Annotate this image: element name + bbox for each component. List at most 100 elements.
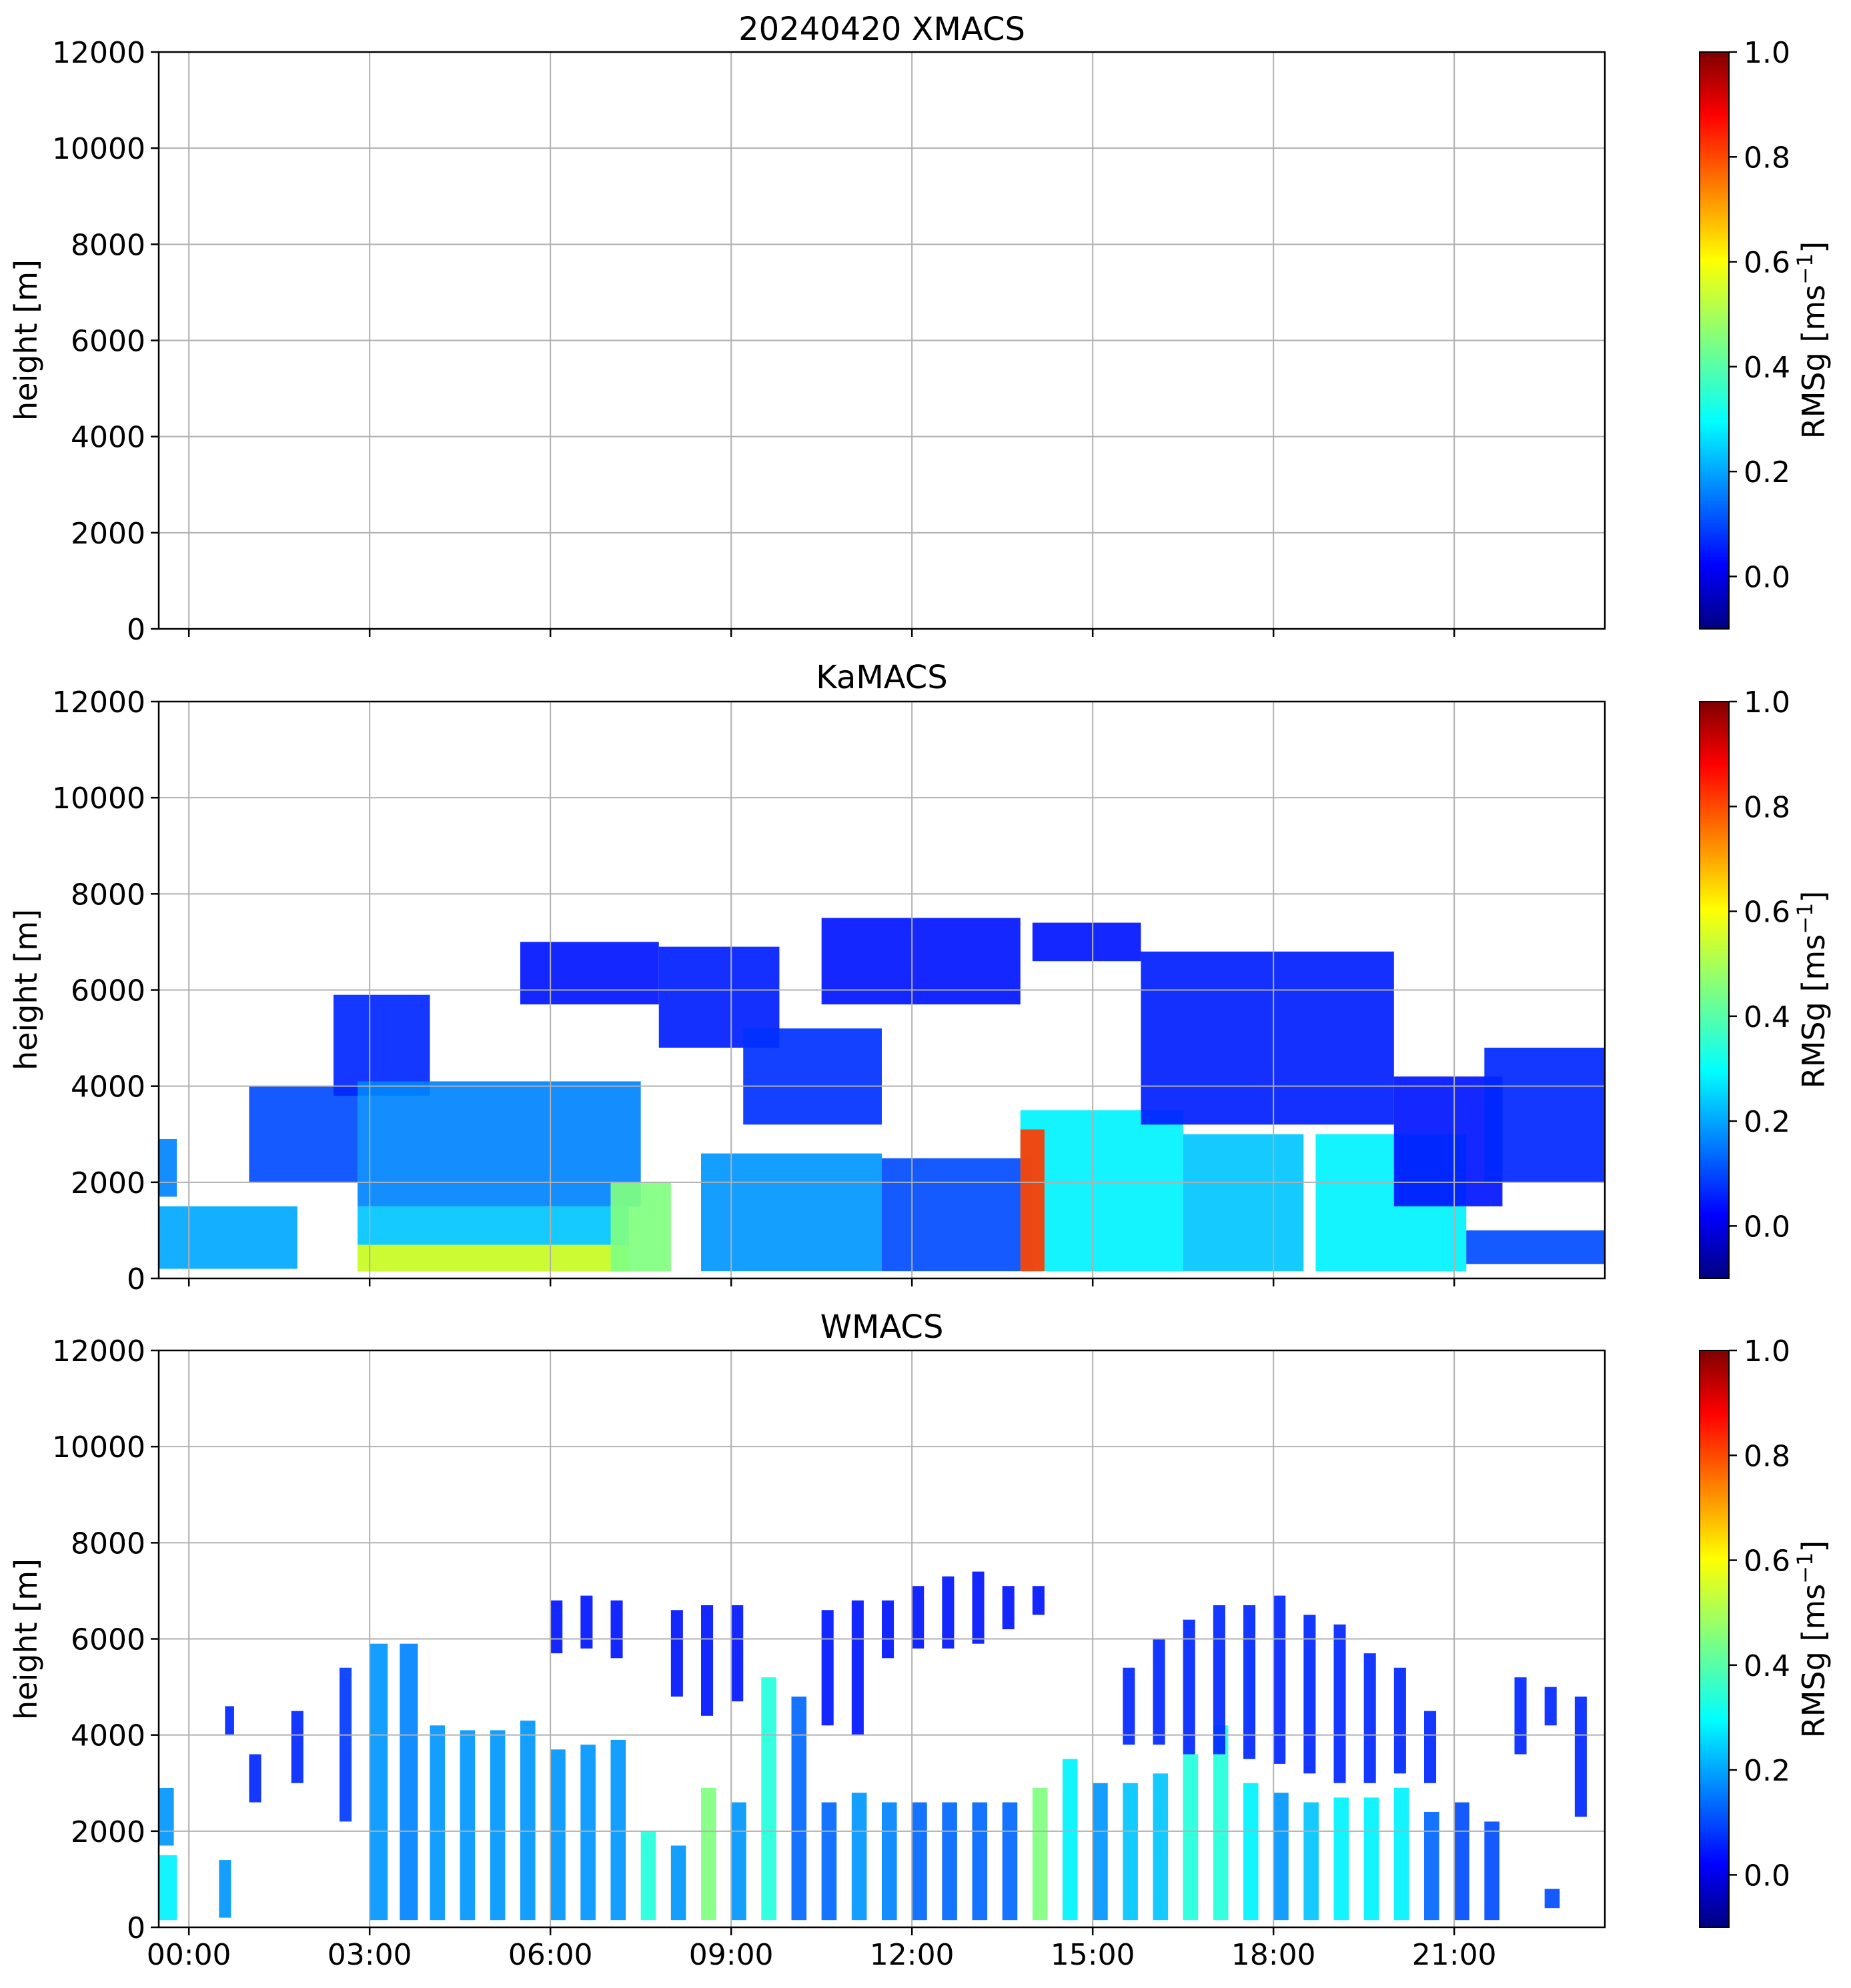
colorbar-label: RMSg [ms−1] — [1792, 241, 1832, 439]
colorbar-tick-label: 0.0 — [1744, 1210, 1790, 1244]
y-axis-label: height [m] — [8, 259, 44, 421]
y-tick-label: 0 — [127, 613, 145, 647]
echo-region — [731, 1802, 746, 1921]
echo-region — [520, 1721, 536, 1921]
colorbar-label: RMSg [ms−1] — [1792, 891, 1832, 1089]
echo-region — [490, 1730, 506, 1921]
colorbar-tick-label: 0.0 — [1744, 560, 1790, 594]
colorbar: 0.0 0.2 0.4 0.6 0.8 1.0 — [1699, 686, 1790, 1279]
echo-region — [580, 1595, 593, 1649]
echo-region — [358, 1244, 629, 1272]
colorbar-gradient — [1699, 51, 1730, 630]
echo-region — [219, 1860, 231, 1918]
colorbar-tick-label: 0.8 — [1744, 141, 1790, 175]
echo-region — [1153, 1639, 1165, 1745]
panel-title: 20240420 XMACS — [738, 11, 1025, 48]
echo-region — [1183, 1754, 1199, 1921]
echo-region — [550, 1600, 563, 1654]
echo-region — [1424, 1812, 1439, 1921]
colorbar-tick-label: 0.6 — [1744, 896, 1790, 930]
echo-region — [1183, 1134, 1304, 1272]
colorbar-tick-label: 0.4 — [1744, 1649, 1790, 1683]
x-tick-label: 15:00 — [1051, 1938, 1135, 1972]
echo-region — [1213, 1725, 1229, 1921]
y-tick-label: 12000 — [52, 1334, 145, 1368]
echo-region — [1574, 1697, 1587, 1817]
echo-region — [821, 918, 1021, 1005]
colorbar-label: RMSg [ms−1] — [1792, 1541, 1832, 1739]
echo-region — [1032, 922, 1141, 962]
echo-region — [1484, 1048, 1605, 1182]
y-axis-label: height [m] — [8, 1559, 44, 1720]
echo-region — [942, 1576, 955, 1649]
echo-region — [1123, 1783, 1138, 1921]
colorbar: 0.0 0.2 0.4 0.6 0.8 1.0 — [1699, 1334, 1790, 1928]
echo-region — [1544, 1687, 1557, 1726]
colorbar-tick-label: 0.6 — [1744, 246, 1790, 280]
axes-layer: 0 2000 4000 6000 8000 10000 12000 — [52, 686, 1606, 1296]
y-tick-label: 2000 — [71, 517, 145, 551]
colorbar-tick-label: 0.8 — [1744, 790, 1790, 824]
echo-region — [882, 1802, 897, 1921]
echo-region — [1032, 1586, 1045, 1615]
echo-region — [882, 1600, 894, 1659]
colorbar-tick-label: 0.2 — [1744, 1105, 1790, 1139]
echo-region — [1466, 1230, 1605, 1264]
y-axis-label: height [m] — [8, 909, 44, 1070]
echo-region — [1002, 1586, 1015, 1630]
echo-region — [1544, 1889, 1560, 1909]
echo-region — [882, 1158, 1033, 1272]
echo-region — [1020, 1129, 1045, 1272]
y-tick-label: 10000 — [52, 1430, 145, 1464]
echo-region — [1243, 1783, 1259, 1921]
echo-region — [1093, 1783, 1108, 1921]
x-tick-label: 03:00 — [328, 1938, 412, 1972]
echo-region — [430, 1725, 446, 1921]
y-tick-label: 2000 — [71, 1815, 145, 1849]
x-tick-label: 21:00 — [1412, 1938, 1497, 1972]
colorbar-tick-label: 0.4 — [1744, 351, 1790, 385]
echo-region — [972, 1571, 985, 1644]
y-tick-label: 0 — [127, 1262, 145, 1296]
echo-region — [1393, 1667, 1406, 1774]
echo-region — [1424, 1711, 1437, 1783]
echo-region — [701, 1153, 882, 1272]
echo-region — [1303, 1802, 1319, 1921]
axes-layer: 0 2000 4000 6000 8000 10000 12000 00:00 03:00 06:… — [52, 1334, 1606, 1972]
colorbar-gradient — [1699, 701, 1730, 1279]
colorbar-tick-label: 0.4 — [1744, 1000, 1790, 1034]
echo-region — [550, 1749, 566, 1921]
x-tick-label: 09:00 — [689, 1938, 774, 1972]
heatmap-layer — [159, 918, 1605, 1272]
panel-wmacs: WMACS 0 2000 4000 6000 8000 10000 12000 00:00 03… — [8, 1308, 1832, 1972]
panel-title: KaMACS — [816, 659, 947, 696]
colorbar-tick-label: 0.8 — [1744, 1439, 1790, 1473]
echo-region — [1123, 1667, 1135, 1745]
y-tick-label: 10000 — [52, 132, 145, 166]
echo-region — [1273, 1595, 1286, 1764]
echo-region — [1063, 1759, 1078, 1921]
echo-region — [1243, 1605, 1256, 1759]
y-tick-label: 8000 — [71, 878, 145, 912]
echo-region — [701, 1605, 714, 1716]
echo-region — [159, 1855, 177, 1921]
echo-region — [291, 1711, 303, 1783]
y-tick-label: 12000 — [52, 686, 145, 720]
panel-xmacs: 20240420 XMACS 0 2000 4000 6000 8000 10000 120… — [8, 11, 1832, 647]
echo-region — [640, 1831, 656, 1921]
echo-region — [972, 1802, 988, 1921]
echo-region — [249, 1754, 261, 1803]
echo-region — [358, 1081, 641, 1206]
echo-region — [670, 1610, 683, 1697]
x-tick-label: 12:00 — [870, 1938, 955, 1972]
echo-region — [942, 1802, 957, 1921]
echo-region — [333, 994, 430, 1096]
echo-region — [1153, 1773, 1169, 1921]
echo-region — [701, 1787, 716, 1921]
echo-region — [159, 1138, 177, 1197]
colorbar-tick-label: 0.6 — [1744, 1545, 1790, 1579]
y-tick-label: 4000 — [71, 1719, 145, 1753]
y-tick-label: 0 — [127, 1911, 145, 1945]
echo-region — [1514, 1677, 1527, 1755]
